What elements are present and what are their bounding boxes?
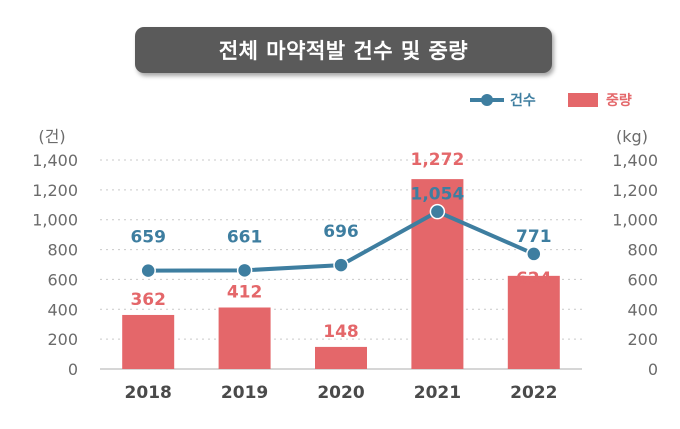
bar	[122, 314, 175, 369]
line-point	[429, 203, 446, 220]
bar-value-label: 412	[227, 282, 263, 302]
left-tick-label: 1,200	[32, 181, 78, 200]
legend-item-count: 건수	[470, 88, 536, 112]
line-value-label: 659	[130, 228, 166, 248]
right-tick-label: 200	[627, 330, 658, 349]
bar-series-weight	[122, 179, 560, 369]
line-point	[140, 262, 156, 279]
x-tick-label: 2022	[510, 383, 557, 403]
bar-value-label: 1,272	[411, 150, 465, 170]
x-tick-label: 2020	[317, 383, 364, 403]
bar-value-label: 362	[130, 290, 166, 310]
right-tick-label: 1,400	[612, 151, 658, 170]
line-value-label: 771	[516, 227, 552, 247]
left-tick-label: 1,400	[32, 151, 78, 170]
chart-title: 전체 마약적발 건수 및 중량	[135, 27, 552, 73]
legend-label-weight: 중량	[606, 93, 632, 109]
x-axis-categories: 2018 2019 2020 2021 2022	[125, 383, 558, 403]
x-tick-label: 2021	[414, 383, 461, 403]
x-tick-label: 2019	[221, 383, 268, 403]
right-tick-label: 1,200	[612, 181, 658, 200]
left-axis: (건) 0 200 400 600 800 1,000 1,200 1,400	[32, 127, 78, 379]
bar-value-label: 624	[516, 269, 552, 289]
legend-item-weight: 중량	[568, 88, 632, 112]
data-labels: 362 412 148 1,272 624 659 661 696 1,054 771	[130, 150, 551, 342]
line-point	[333, 257, 349, 273]
right-axis: (kg) 0 200 400 600 800 1,000 1,200 1,400	[612, 127, 658, 379]
left-tick-label: 400	[47, 300, 78, 319]
right-tick-label: 0	[648, 360, 658, 379]
right-axis-unit: (kg)	[616, 127, 648, 146]
line-value-label: 1,054	[411, 185, 465, 205]
bar	[315, 346, 367, 369]
left-tick-label: 200	[47, 330, 78, 349]
left-tick-label: 0	[68, 360, 78, 379]
bar-swatch-icon	[568, 93, 598, 107]
right-tick-label: 1,000	[612, 211, 658, 230]
bar	[507, 275, 560, 369]
right-tick-label: 400	[627, 300, 658, 319]
bar-value-label: 148	[323, 322, 359, 342]
x-tick-label: 2018	[125, 383, 172, 403]
line-value-label: 696	[323, 222, 359, 242]
chart-legend: 건수 중량	[470, 88, 670, 112]
line-marker-icon	[470, 94, 504, 106]
line-point	[236, 262, 253, 279]
right-tick-label: 600	[627, 270, 658, 289]
line-series-count	[140, 203, 542, 279]
left-axis-unit: (건)	[38, 127, 65, 146]
left-tick-label: 800	[47, 241, 78, 260]
line-value-label: 661	[227, 227, 263, 247]
right-tick-label: 800	[627, 241, 658, 260]
bar	[218, 307, 271, 369]
legend-label-count: 건수	[510, 93, 536, 109]
line-point	[526, 246, 542, 262]
left-tick-label: 600	[47, 270, 78, 289]
left-tick-label: 1,000	[32, 211, 78, 230]
